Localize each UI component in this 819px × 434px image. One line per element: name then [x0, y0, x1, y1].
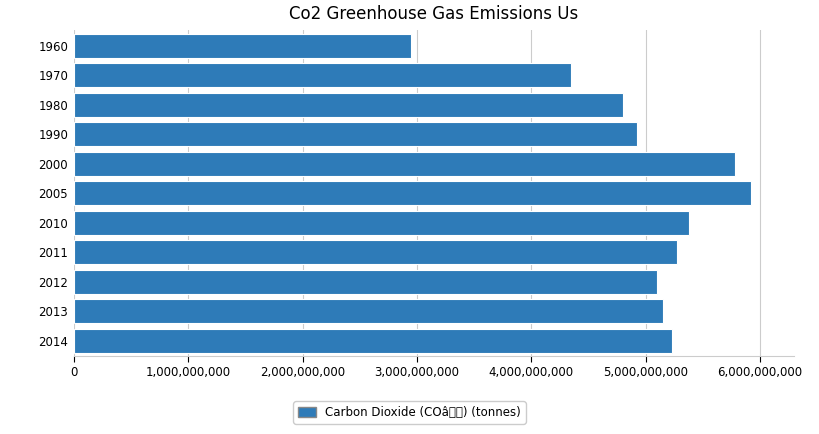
Bar: [74, 181, 751, 205]
Bar: [74, 33, 411, 58]
Bar: [74, 92, 622, 117]
Bar: [74, 270, 657, 294]
Bar: [74, 299, 663, 323]
Bar: [74, 329, 672, 353]
Bar: [74, 63, 572, 87]
Legend: Carbon Dioxide (COâ) (tonnes): Carbon Dioxide (COâ) (tonnes): [293, 401, 526, 424]
Bar: [74, 122, 636, 146]
Bar: [74, 210, 689, 235]
Title: Co2 Greenhouse Gas Emissions Us: Co2 Greenhouse Gas Emissions Us: [289, 5, 579, 23]
Bar: [74, 151, 735, 176]
Bar: [74, 240, 676, 264]
